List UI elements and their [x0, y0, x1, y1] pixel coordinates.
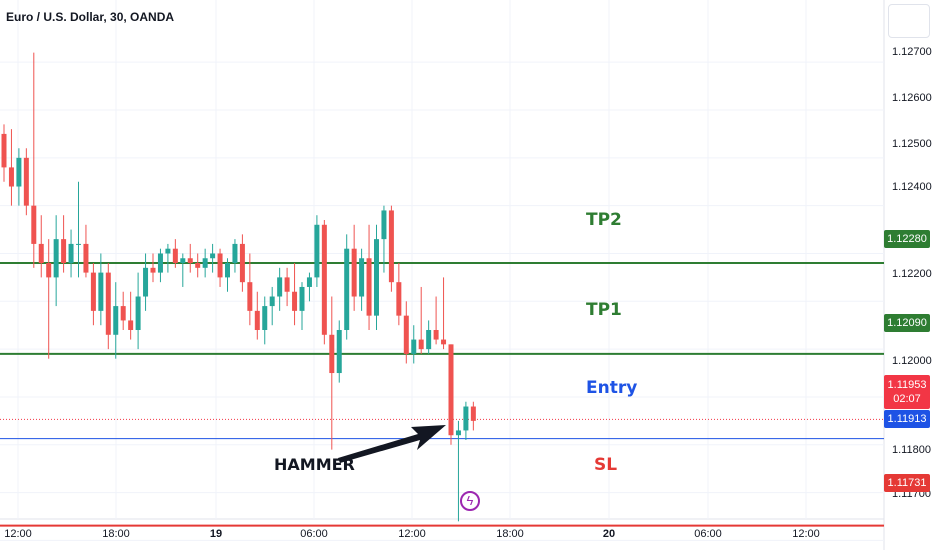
- candle-body: [388, 210, 394, 283]
- candle-body: [23, 157, 29, 206]
- candle-body: [426, 330, 432, 350]
- candle-body: [321, 224, 327, 335]
- menu-icon[interactable]: [888, 4, 930, 38]
- candle-body: [359, 258, 365, 297]
- candle-body: [53, 239, 59, 278]
- x-tick: 19: [209, 528, 223, 540]
- candle-body: [366, 258, 372, 316]
- x-tick: 18:00: [102, 528, 130, 540]
- candle-body: [90, 272, 96, 311]
- y-tick: 1.12400: [892, 181, 932, 193]
- x-tick: 18:00: [496, 528, 524, 540]
- candle-body: [172, 248, 178, 264]
- candle-body: [217, 253, 223, 278]
- chart-title: Euro / U.S. Dollar, 30, OANDA: [6, 10, 175, 24]
- candle-body: [98, 272, 104, 311]
- candle-body: [433, 330, 439, 340]
- candle-body: [76, 243, 81, 245]
- x-tick: 06:00: [694, 528, 722, 540]
- y-tick: 1.12600: [892, 92, 932, 104]
- candle-body: [210, 253, 216, 259]
- candle-body: [157, 253, 163, 273]
- candle-body: [403, 315, 409, 354]
- candle-body: [113, 306, 119, 335]
- candle-body: [31, 205, 37, 244]
- candle-body: [239, 243, 245, 283]
- candle-body: [299, 286, 305, 311]
- tp1-price-tag: 1.12090: [884, 314, 930, 332]
- candle-body: [374, 239, 379, 316]
- candle-body: [351, 248, 357, 297]
- candle-body: [46, 263, 52, 278]
- candle-body: [16, 157, 22, 187]
- lightning-bolt-icon[interactable]: ϟ: [460, 491, 480, 511]
- candle-body: [314, 224, 320, 278]
- current-price: 1.11953: [887, 379, 927, 391]
- sl-label: SL: [594, 455, 618, 475]
- candle-body: [269, 296, 275, 307]
- candle-body: [284, 277, 290, 292]
- x-tick: 12:00: [398, 528, 426, 540]
- candle-body: [68, 243, 74, 264]
- x-tick: 06:00: [300, 528, 328, 540]
- candle-body: [441, 339, 447, 345]
- tp1-label: TP1: [586, 300, 622, 320]
- candle-body: [8, 167, 14, 187]
- plot-area: [0, 0, 884, 550]
- bar-countdown: 02:07: [893, 393, 921, 405]
- y-tick: 1.12000: [892, 355, 932, 367]
- candle-body: [120, 306, 126, 321]
- hammer-annotation: HAMMER: [274, 455, 355, 474]
- candle-body: [135, 296, 141, 330]
- candle-body: [187, 258, 193, 264]
- candle-body: [83, 243, 89, 273]
- tp2-label: TP2: [586, 210, 622, 230]
- candle-body: [381, 210, 387, 240]
- candle-body: [180, 258, 186, 264]
- candle-body: [38, 243, 44, 264]
- candle-body: [225, 263, 230, 278]
- sl-price-tag: 1.11731: [884, 474, 930, 492]
- x-tick: 12:00: [792, 528, 820, 540]
- candle-body: [418, 339, 424, 350]
- tp2-price-tag: 1.12280: [884, 230, 930, 248]
- x-tick: 12:00: [4, 528, 32, 540]
- y-tick: 1.12700: [892, 46, 932, 58]
- entry-price-tag: 1.11913: [884, 410, 930, 428]
- current-price-tag: 1.11953 02:07: [884, 375, 930, 409]
- candle-body: [277, 277, 283, 297]
- candle-body: [336, 330, 342, 374]
- candle-body: [254, 310, 260, 330]
- candle-body: [150, 267, 156, 273]
- y-tick: 1.12500: [892, 138, 932, 150]
- candle-body: [396, 282, 402, 316]
- candle-body: [470, 406, 476, 421]
- x-tick: 20: [602, 528, 616, 540]
- candle-body: [1, 133, 7, 168]
- candle-body: [232, 243, 238, 264]
- candle-body: [448, 344, 454, 436]
- candle-body: [292, 291, 298, 311]
- candle-body: [61, 239, 67, 264]
- y-tick: 1.12200: [892, 268, 932, 280]
- candle-body: [247, 282, 253, 311]
- entry-label: Entry: [586, 378, 638, 398]
- candle-body: [165, 248, 171, 254]
- candle-body: [411, 339, 417, 354]
- candle-body: [455, 430, 461, 436]
- candle-body: [262, 306, 268, 330]
- candle-body: [143, 267, 149, 297]
- candle-body: [329, 334, 335, 374]
- candle-body: [128, 320, 134, 330]
- y-tick: 1.11800: [892, 444, 931, 456]
- candle-body: [202, 258, 208, 268]
- candle-body: [344, 248, 350, 330]
- candle-body: [195, 263, 201, 268]
- candle-body: [306, 277, 312, 287]
- candle-body: [105, 272, 111, 335]
- candle-body: [463, 406, 469, 431]
- hammer-arrow: [338, 425, 446, 463]
